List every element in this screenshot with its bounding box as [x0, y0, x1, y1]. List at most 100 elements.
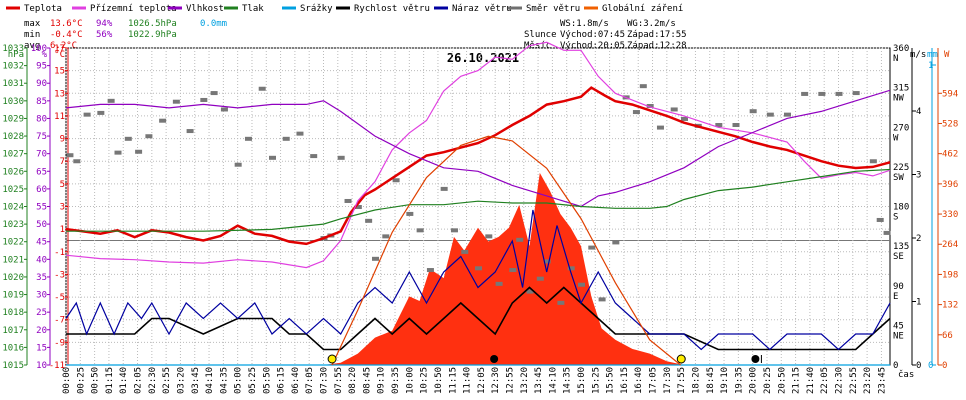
x-tick-label: 02:05: [134, 367, 144, 394]
direction-point: [145, 134, 153, 139]
direction-tick-label: 225: [893, 163, 909, 173]
x-tick-label: 19:10: [720, 367, 730, 394]
series-line: [65, 41, 891, 269]
direction-point: [234, 162, 242, 167]
x-tick-label: 06:15: [277, 367, 287, 394]
plot-area: 00:00 00:25 00:50 01:15 01:40 02:05 02:30 02:55…: [2, 41, 958, 394]
x-tick-label: 09:10: [377, 367, 387, 394]
direction-point: [372, 256, 379, 261]
x-tick-label: 16:40: [634, 367, 644, 394]
direction-point: [557, 300, 565, 305]
direction-point: [818, 91, 826, 96]
series-line: [65, 209, 891, 351]
x-tick-label: 17:30: [663, 367, 673, 394]
direction-point: [766, 112, 774, 117]
x-tick-label: 07:55: [334, 367, 344, 394]
percent-axis-tick-label: 50: [36, 220, 47, 230]
x-tick-label: 04:35: [219, 367, 229, 394]
percent-axis-tick-label: 30: [36, 291, 47, 301]
direction-point: [296, 131, 304, 136]
direction-point: [835, 91, 843, 96]
x-tick-label: 15:25: [591, 367, 601, 394]
celsius-axis-tick-label: -3: [54, 270, 65, 280]
celsius-axis-tick-label: 17: [54, 44, 65, 54]
x-tick-label: 10:00: [405, 367, 415, 394]
direction-point: [310, 154, 318, 159]
direction-point: [416, 228, 424, 233]
wind-axis-tick-label: 3: [916, 171, 921, 181]
direction-point: [639, 84, 647, 89]
wind-axis-tick-label: 2: [916, 234, 921, 244]
direction-point: [598, 297, 606, 302]
radiation-axis-tick-label: 0: [942, 361, 947, 371]
x-tick-label: 23:45: [877, 367, 887, 394]
moonrise-marker: [751, 355, 760, 363]
legend-label: Rychlost větru: [354, 4, 430, 14]
direction-point: [876, 217, 884, 222]
direction-point: [97, 110, 105, 115]
hpa-axis-tick-label: 1033: [2, 44, 24, 54]
info-sun-label: Slunce: [524, 30, 557, 40]
legend-label: Směr větru: [526, 4, 580, 14]
hpa-axis-tick-label: 1025: [2, 185, 24, 195]
direction-point: [852, 91, 860, 96]
radiation-axis-tick-label: 396: [942, 180, 958, 190]
x-tick-label: 00:00: [62, 367, 72, 394]
direction-point: [269, 155, 276, 160]
stat-avg-label: avg: [24, 41, 40, 51]
direction-point: [670, 107, 678, 112]
hpa-axis-tick-label: 1031: [2, 79, 24, 89]
hpa-axis-tick-label: 1023: [2, 220, 24, 230]
series-line: [65, 86, 891, 246]
direction-tick-label: 45: [893, 321, 904, 331]
direction-point: [365, 218, 373, 223]
x-tick-label: 20:50: [777, 367, 787, 394]
info-sun-set: Západ:17:55: [627, 30, 687, 40]
x-tick-label: 17:05: [649, 367, 659, 394]
radiation-axis-unit-label: W: [944, 50, 950, 60]
direction-point: [344, 198, 352, 203]
x-tick-label: 01:15: [105, 367, 115, 394]
legend-label: Teplota: [24, 4, 62, 14]
celsius-axis-tick-label: 15: [54, 67, 65, 77]
x-tick-label: 07:05: [305, 367, 315, 394]
direction-point: [244, 136, 252, 141]
x-tick-label: 20:00: [749, 367, 759, 394]
direction-point: [567, 266, 575, 271]
direction-point: [450, 228, 458, 233]
stat-min-label: min: [24, 30, 40, 40]
radiation-axis-tick-label: 330: [942, 210, 958, 220]
stat-min-hum: 56%: [96, 30, 113, 40]
celsius-axis-tick-label: -7: [54, 316, 65, 326]
x-tick-label: 09:35: [391, 367, 401, 394]
x-tick-label: 05:25: [248, 367, 258, 394]
x-tick-label: 10:25: [420, 367, 430, 394]
x-tick-label: 10:50: [434, 367, 444, 394]
percent-axis-tick-label: 55: [36, 203, 47, 213]
hpa-axis-tick-label: 1028: [2, 132, 24, 142]
sunset-marker: [676, 354, 686, 364]
direction-point: [200, 97, 208, 102]
x-tick-label: 16:15: [620, 367, 630, 394]
celsius-axis-tick-label: -1: [54, 248, 65, 258]
direction-tick-label: 360: [893, 44, 909, 54]
direction-point: [66, 153, 74, 158]
radiation-axis-tick-label: 66: [942, 331, 953, 341]
x-tick-label: 22:55: [849, 367, 859, 394]
direction-point: [632, 110, 640, 115]
celsius-axis-tick-label: 5: [60, 180, 65, 190]
rain-axis-unit-label: mm: [927, 50, 938, 60]
x-tick-label: 14:35: [563, 367, 573, 394]
direction-point: [516, 237, 524, 242]
hpa-axis-tick-label: 1019: [2, 291, 24, 301]
direction-point: [426, 268, 434, 273]
x-tick-label: 11:15: [448, 367, 458, 394]
direction-point: [656, 125, 664, 130]
direction-point: [210, 91, 218, 96]
stat-max-hum: 94%: [96, 19, 113, 29]
x-tick-label: 17:55: [677, 367, 687, 394]
x-tick-label: 06:40: [291, 367, 301, 394]
celsius-axis-tick-label: -9: [54, 338, 65, 348]
